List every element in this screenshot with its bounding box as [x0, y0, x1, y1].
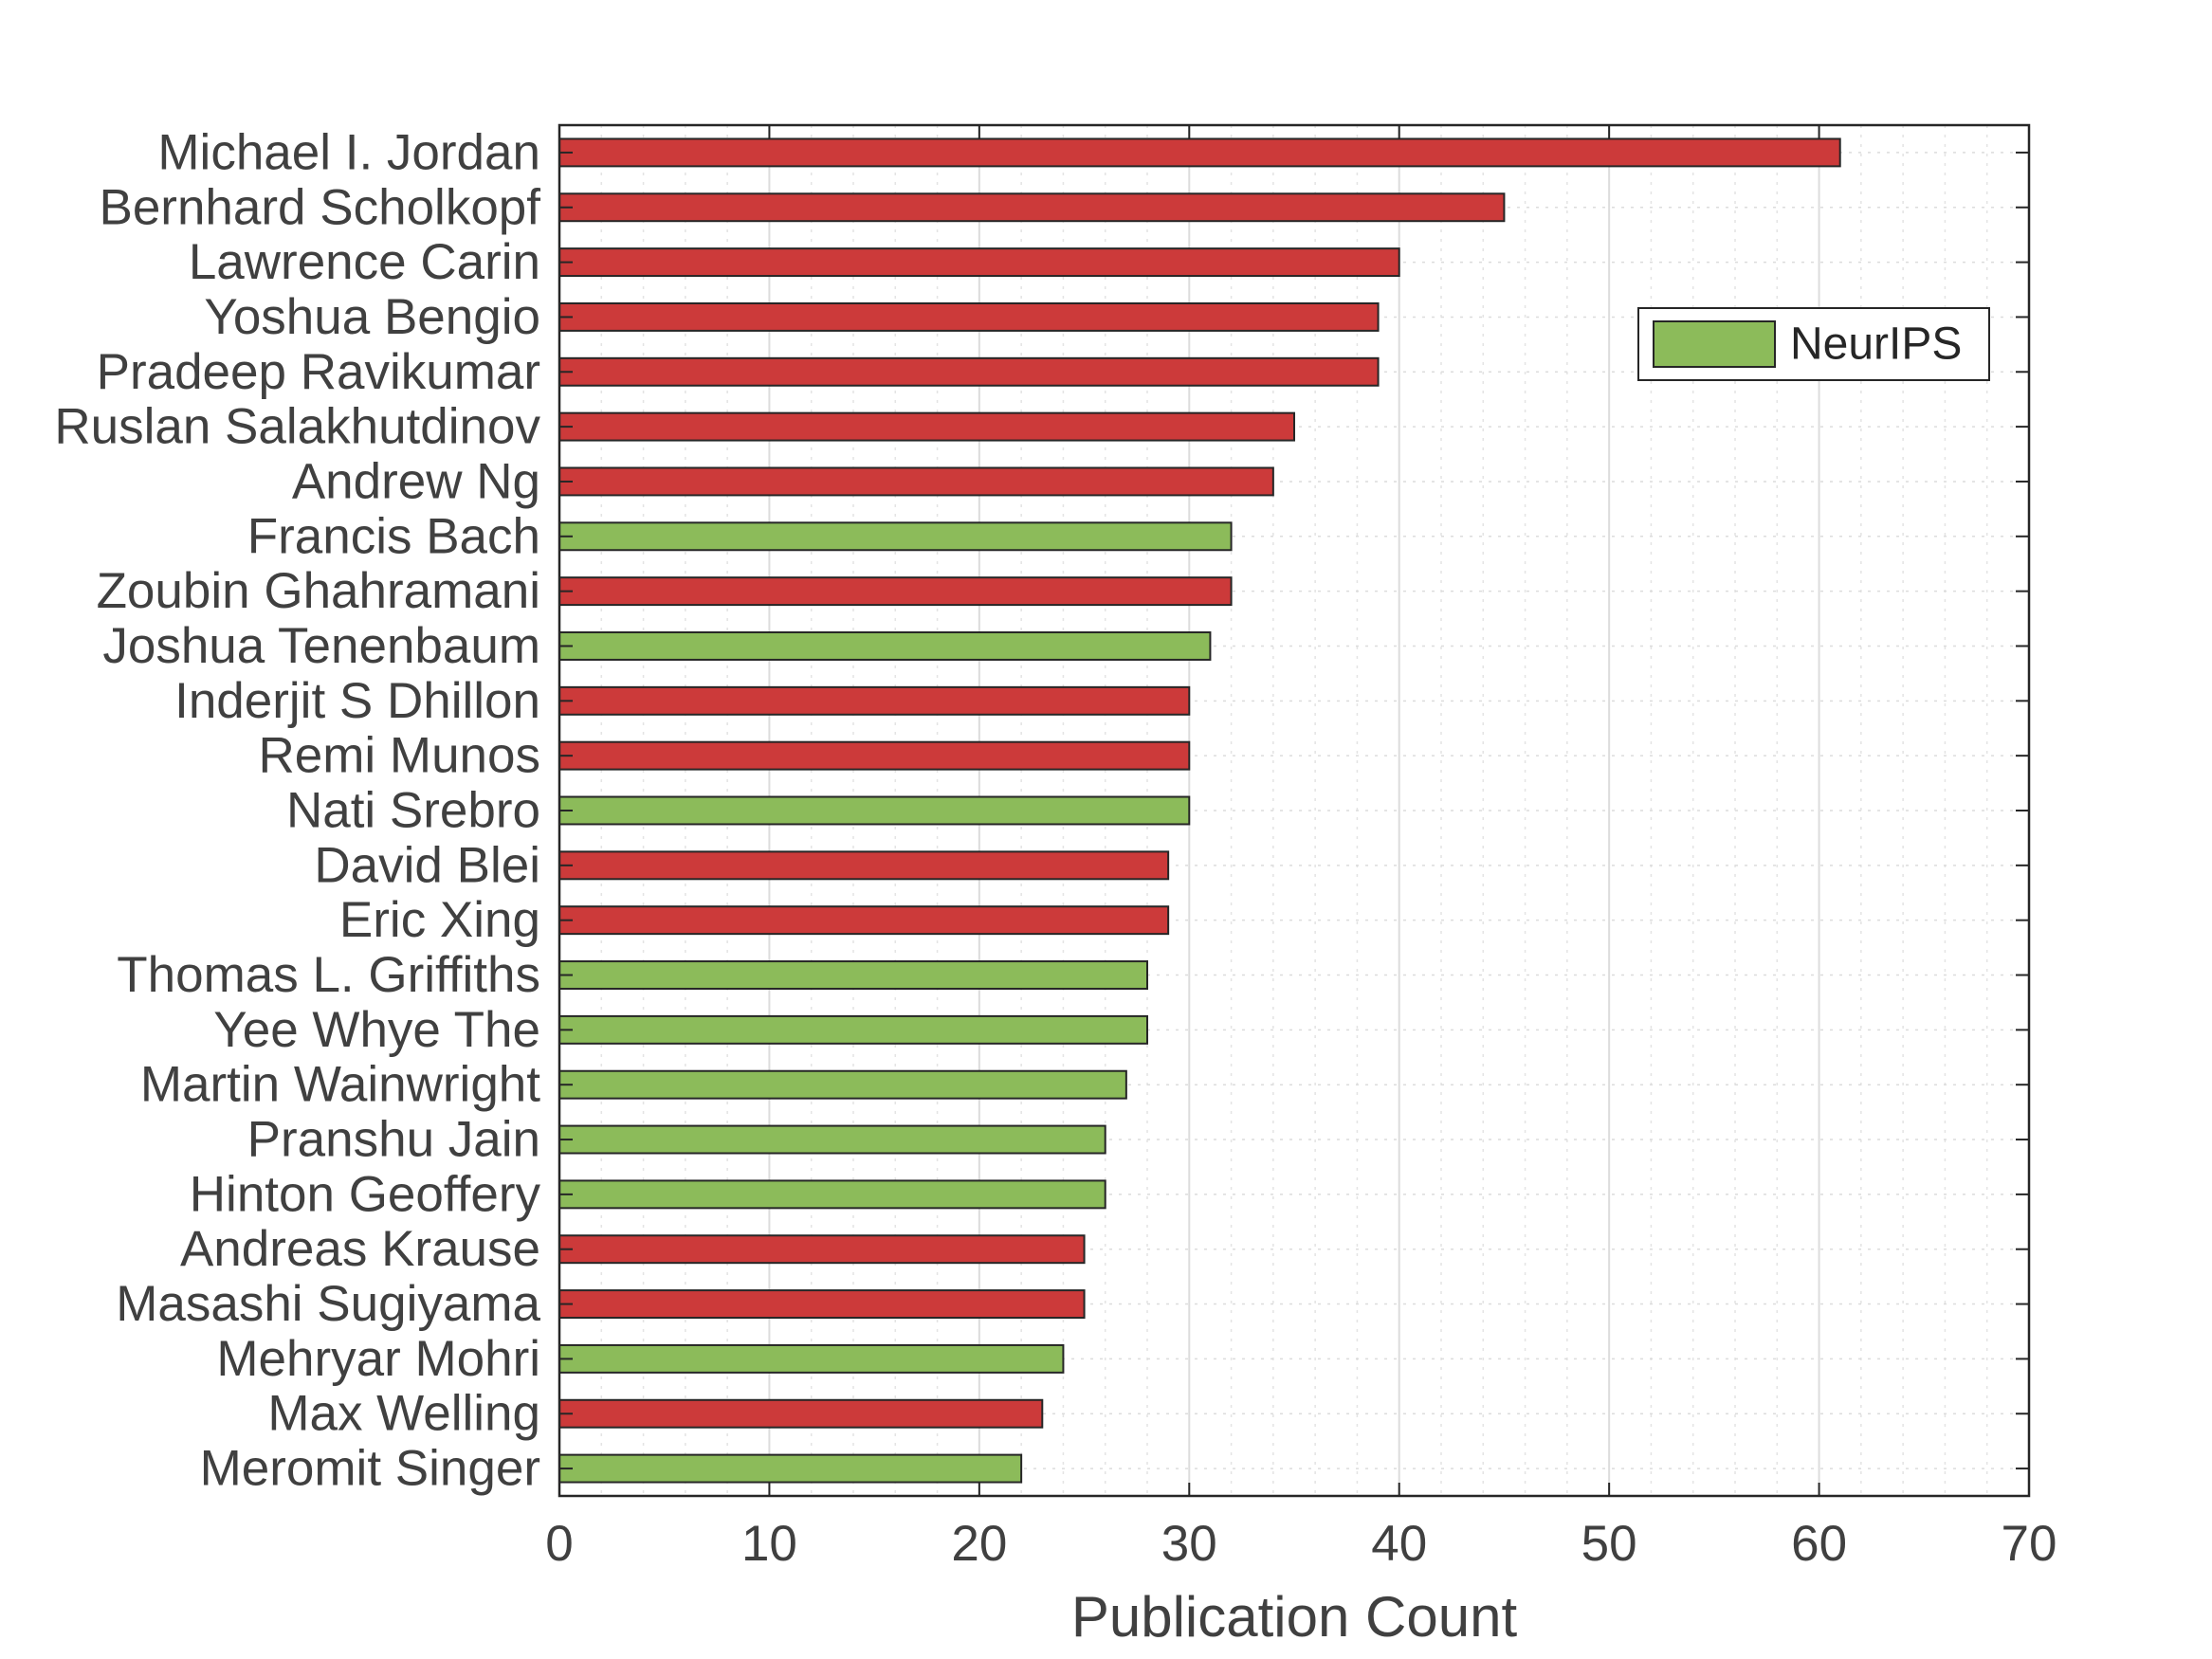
x-tick-label: 20	[951, 1516, 1007, 1572]
bar	[558, 1069, 1127, 1100]
bar	[558, 247, 1400, 278]
y-tick-label: Hinton Geoffery	[190, 1166, 541, 1222]
x-tick-label: 50	[1581, 1516, 1637, 1572]
y-tick-label: Pranshu Jain	[247, 1112, 540, 1168]
x-tick-label: 10	[741, 1516, 797, 1572]
x-tick-labels: 0 10 20 30 40 50 60 70	[545, 1516, 2057, 1572]
bar	[558, 521, 1233, 552]
y-tick-label: Masashi Sugiyama	[116, 1276, 540, 1332]
bars	[558, 137, 1841, 1484]
bar	[558, 685, 1191, 716]
legend-label-neurips: NeurIPS	[1790, 319, 1962, 370]
y-tick-label: Martin Wainwright	[140, 1057, 540, 1113]
ticks	[558, 125, 2030, 1496]
y-tick-label: Mehryar Mohri	[216, 1331, 540, 1387]
y-tick-label: Inderjit S Dhillon	[174, 673, 540, 729]
bar	[558, 1234, 1086, 1265]
bar	[558, 631, 1212, 661]
bar	[558, 905, 1170, 936]
bar	[558, 576, 1233, 607]
x-tick-label: 0	[545, 1516, 573, 1572]
x-tick-label: 60	[1791, 1516, 1847, 1572]
y-tick-label: Joshua Tenenbaum	[102, 618, 540, 674]
bar	[558, 1014, 1148, 1045]
y-tick-label: Zoubin Ghahramani	[97, 563, 540, 619]
y-tick-label: Francis Bach	[247, 508, 540, 564]
x-tick-label: 70	[2002, 1516, 2057, 1572]
legend-swatch-neurips	[1653, 320, 1776, 368]
y-tick-label: Bernhard Scholkopf	[99, 179, 540, 235]
y-tick-label: Yoshua Bengio	[204, 289, 540, 345]
y-tick-label: Ruslan Salakhutdinov	[54, 399, 540, 455]
y-tick-label: Andrew Ng	[292, 453, 540, 509]
y-tick-label: Max Welling	[267, 1386, 540, 1442]
bar	[558, 137, 1841, 168]
bar	[558, 301, 1380, 332]
bar	[558, 740, 1191, 771]
y-tick-label: David Blei	[314, 837, 540, 893]
y-tick-label: Remi Munos	[259, 728, 540, 784]
y-tick-label: Michael I. Jordan	[157, 124, 540, 180]
y-tick-label: Andreas Krause	[180, 1221, 540, 1277]
y-tick-label: Nati Srebro	[286, 783, 540, 839]
bar	[558, 411, 1295, 442]
bar	[558, 1289, 1086, 1320]
y-tick-label: Thomas L. Griffiths	[117, 947, 540, 1003]
bar	[558, 960, 1148, 990]
y-tick-label: Meromit Singer	[200, 1441, 540, 1497]
x-tick-label: 40	[1371, 1516, 1427, 1572]
x-tick-label: 30	[1161, 1516, 1217, 1572]
bar	[558, 1179, 1106, 1210]
bar	[558, 1343, 1065, 1374]
y-tick-label: Eric Xing	[339, 892, 540, 948]
legend: NeurIPS	[1637, 307, 1990, 381]
bar	[558, 1453, 1023, 1484]
bar	[558, 850, 1170, 881]
y-tick-label: Yee Whye The	[213, 1002, 540, 1058]
bar	[558, 356, 1380, 387]
x-axis-title: Publication Count	[1071, 1585, 1518, 1649]
bar	[558, 1124, 1106, 1155]
y-tick-label: Lawrence Carin	[189, 234, 540, 290]
bar	[558, 1398, 1044, 1429]
bar	[558, 795, 1191, 826]
y-tick-label: Pradeep Ravikumar	[97, 344, 540, 400]
bar	[558, 192, 1506, 223]
bar	[558, 466, 1274, 497]
